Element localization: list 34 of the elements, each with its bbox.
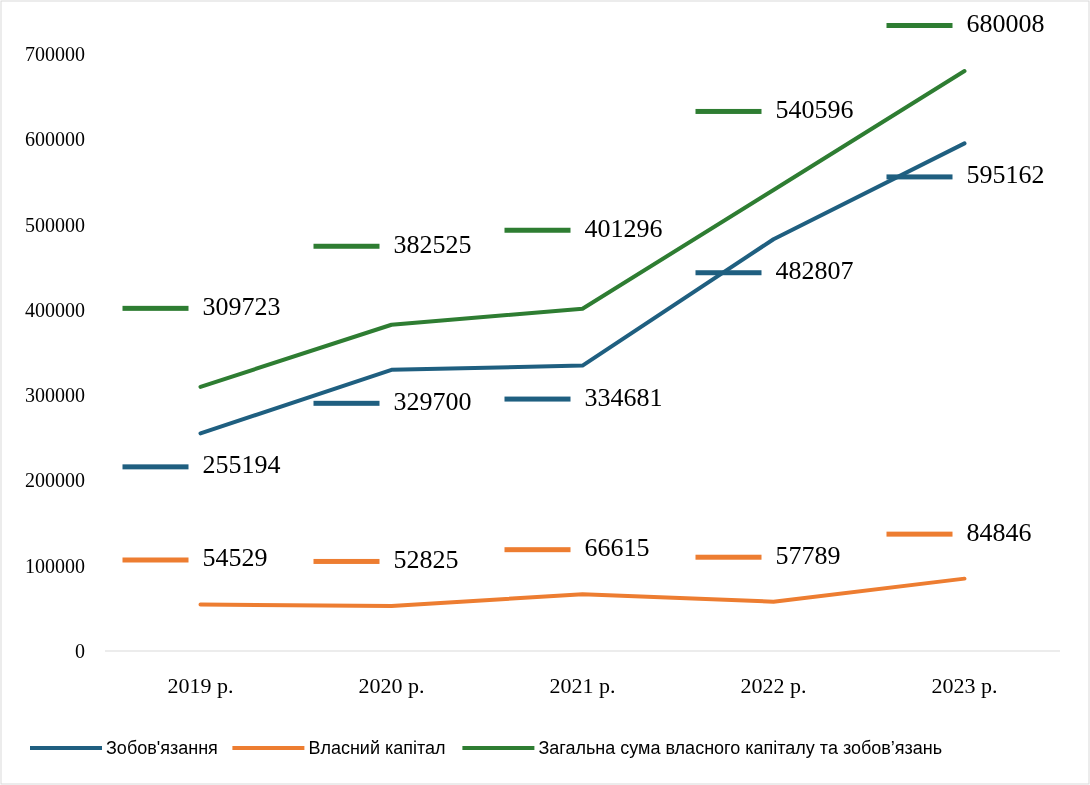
x-tick-label: 2020 р.	[358, 673, 425, 698]
y-tick-label: 700000	[25, 43, 85, 65]
data-label: 255194	[202, 450, 281, 480]
data-label: 329700	[393, 386, 472, 416]
data-label: 540596	[775, 94, 854, 124]
data-label: 334681	[584, 382, 663, 412]
data-label: 52825	[393, 544, 459, 574]
legend-label: Зобов'язання	[106, 738, 218, 758]
line-series	[198, 141, 967, 436]
data-label: 595162	[966, 160, 1045, 190]
x-tick-label: 2022 р.	[740, 673, 807, 698]
data-label: 401296	[584, 213, 663, 243]
x-tick-label: 2023 р.	[931, 673, 998, 698]
y-tick-label: 400000	[25, 298, 85, 321]
x-tick-label: 2021 р.	[549, 673, 616, 698]
data-label: 482807	[775, 256, 854, 286]
y-tick-label: 500000	[25, 213, 85, 236]
y-tick-label: 200000	[25, 469, 85, 492]
legend-label: Власний капітал	[308, 738, 446, 758]
y-tick-label: 100000	[25, 554, 85, 577]
data-label: 57789	[775, 540, 841, 570]
data-label: 66615	[584, 533, 650, 563]
line-series	[198, 69, 967, 389]
y-tick-label: 600000	[25, 128, 85, 151]
data-label: 680008	[966, 9, 1045, 38]
legend-label: Загальна сума власного капіталу та зобов’язань	[538, 738, 943, 758]
y-tick-label: 0	[75, 640, 85, 662]
data-label: 84846	[966, 517, 1032, 547]
data-label: 54529	[202, 543, 268, 573]
line-series	[198, 576, 967, 608]
data-label: 309723	[202, 291, 281, 321]
x-tick-label: 2019 р.	[167, 673, 234, 698]
data-label: 382525	[393, 229, 472, 259]
y-tick-label: 300000	[25, 384, 85, 407]
